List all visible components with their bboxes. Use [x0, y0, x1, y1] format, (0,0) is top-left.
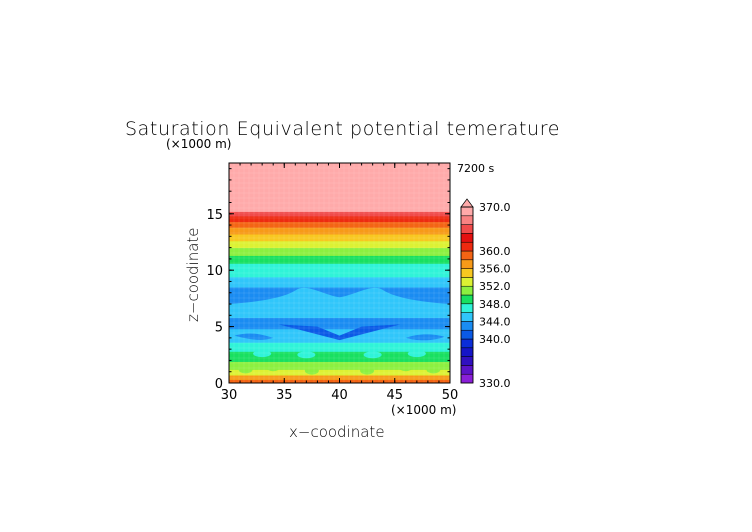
x-tick-label: 40: [331, 388, 348, 403]
colorbar-tick-label: 344.0: [479, 315, 511, 328]
contour-band: [229, 351, 450, 362]
colorbar-tick-label: 352.0: [479, 280, 511, 293]
colorbar-tick-label: 330.0: [479, 377, 511, 390]
x-tick-label: 30: [221, 388, 238, 403]
right-cell: [405, 334, 445, 341]
colorbar-extend-triangle: [460, 198, 474, 208]
time-label: 7200 s: [457, 162, 494, 175]
contour-band: [229, 276, 450, 288]
central-dip: [278, 324, 401, 341]
x-tick-label: 45: [386, 388, 403, 403]
colorbar-level: [460, 347, 474, 357]
x-unit-label: (×1000 m): [391, 403, 456, 417]
colorbar-level: [460, 294, 474, 305]
contour-band: [229, 247, 450, 256]
contour-band: [229, 234, 450, 242]
colorbar-level: [460, 373, 474, 384]
contour-band: [229, 369, 450, 376]
contour-band: [229, 342, 450, 352]
colorbar-tick-label: 370.0: [479, 201, 511, 214]
y-axis: 0 5 10 15: [206, 168, 450, 392]
y-axis-label: z−coodinate: [184, 227, 202, 322]
surface-cell: [426, 365, 441, 374]
colorbar-level: [460, 215, 474, 225]
contour-band: [229, 221, 450, 228]
colorbar-level: [460, 329, 474, 340]
central-plume: [229, 287, 450, 318]
contour-band: [229, 317, 450, 330]
colorbar-level: [460, 233, 474, 243]
colorbar-level: [460, 312, 474, 322]
surface-cell: [304, 366, 319, 375]
lower-cell: [297, 351, 316, 359]
contour-band: [229, 216, 450, 223]
chart-title: Saturation Equivalent potential temeratu…: [125, 118, 560, 140]
left-cell: [234, 333, 274, 340]
y-tick-label: 10: [206, 264, 223, 279]
contour-band: [229, 240, 450, 249]
colorbar-level: [460, 356, 474, 366]
colorbar-level: [460, 241, 474, 252]
colorbar-tick-label: 356.0: [479, 263, 511, 276]
colorbar-tick-label: 348.0: [479, 298, 511, 311]
colorbar-level: [460, 206, 474, 217]
plot-area: [229, 163, 450, 383]
colorbar-level: [460, 268, 474, 278]
colorbar-labels: 370.0 360.0 356.0 352.0 348.0 344.0 340.0 330.0: [479, 201, 511, 390]
colorbar: [460, 198, 474, 384]
y-tick-label: 0: [215, 377, 223, 392]
colorbar-level: [460, 285, 474, 296]
lower-cell: [363, 351, 382, 359]
colorbar-frame: [460, 206, 474, 384]
surface-cell: [360, 366, 375, 375]
colorbar-tick-label: 340.0: [479, 333, 511, 346]
colorbar-level: [460, 338, 474, 349]
y-unit-label: (×1000 m): [166, 137, 231, 151]
colorbar-level: [460, 259, 474, 269]
colorbar-level: [460, 224, 474, 234]
x-tick-label: 35: [276, 388, 293, 403]
surface-cell: [398, 363, 413, 372]
colorbar-level: [460, 303, 474, 313]
x-axis-label: x−coodinate: [289, 423, 385, 441]
contour-band: [229, 375, 450, 381]
lower-cell: [253, 350, 272, 358]
colorbar-tick-label: 360.0: [479, 245, 511, 258]
contour-band: [229, 163, 450, 212]
colorbar-level: [460, 277, 474, 287]
colorbar-level: [460, 250, 474, 261]
contour-band: [229, 263, 450, 278]
contour-band: [229, 361, 450, 370]
y-tick-label: 15: [206, 208, 223, 223]
contour-band: [229, 255, 450, 264]
y-tick-label: 5: [215, 321, 223, 336]
lower-cell: [407, 350, 426, 358]
contour-band: [229, 227, 450, 235]
x-tick-label: 50: [442, 388, 459, 403]
colorbar-level: [460, 321, 474, 331]
surface-cell: [266, 363, 281, 372]
surface-cell: [238, 365, 253, 374]
colorbar-level: [460, 365, 474, 375]
contour-band: [229, 211, 450, 217]
